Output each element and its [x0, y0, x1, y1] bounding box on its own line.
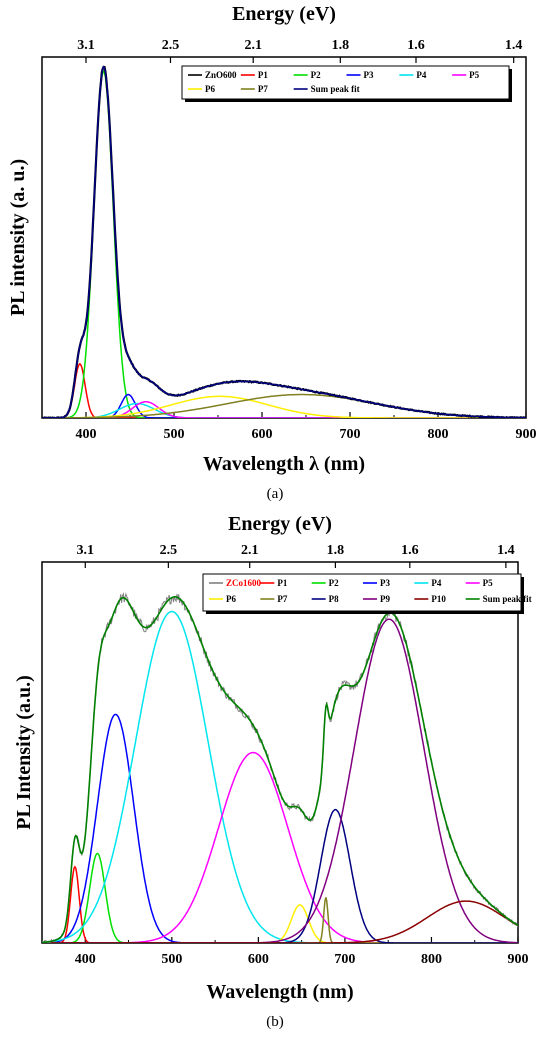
series-line-p1 — [42, 362, 526, 418]
legend: ZnO600 P1 P2 P3 P4 P5 P6 P7 Sum peak fit — [181, 65, 512, 102]
legend-label: P3 — [364, 70, 374, 80]
series-line-p6 — [42, 904, 518, 943]
x2-axis-title: Energy (eV) — [232, 3, 336, 25]
legend-label: P1 — [258, 70, 268, 80]
legend-label: P9 — [380, 594, 390, 604]
x-tick-label: 900 — [516, 427, 537, 442]
x-tick-label: 400 — [76, 427, 97, 442]
x2-tick-label: 1.8 — [327, 543, 345, 558]
x2-tick-label: 2.5 — [162, 38, 180, 53]
x-tick-label: 900 — [508, 952, 529, 967]
series-line-data — [42, 592, 518, 943]
x-tick-label: 800 — [421, 952, 442, 967]
series-line-p2 — [42, 852, 518, 943]
x2-tick-label: 2.5 — [160, 543, 178, 558]
legend-label: ZCo1600 — [226, 578, 262, 588]
plot-area — [42, 592, 518, 943]
x-tick-label: 600 — [248, 952, 269, 967]
x-axis-title: Wavelength λ (nm) — [203, 453, 365, 475]
figure-caption: (a) — [267, 486, 284, 502]
x-tick-label: 700 — [340, 427, 361, 442]
legend-box — [202, 573, 522, 612]
series-line-p3 — [42, 393, 526, 418]
legend-label: P10 — [431, 594, 446, 604]
x-tick-label: 800 — [428, 427, 449, 442]
x-tick-label: 400 — [75, 952, 96, 967]
x2-tick-label: 3.1 — [77, 543, 95, 558]
x2-tick-label: 3.1 — [77, 38, 95, 53]
plot-area — [42, 65, 526, 418]
series-line-p5 — [42, 751, 518, 943]
series-line-p2 — [42, 69, 526, 418]
legend-label: P7 — [258, 84, 268, 94]
legend-label: Sum peak fit — [483, 594, 532, 604]
series-line-p9 — [42, 618, 518, 943]
legend-label: P3 — [380, 578, 390, 588]
legend-label: P2 — [329, 578, 339, 588]
y-axis-title: PL intensity (a. u.) — [7, 159, 29, 316]
legend-label: P7 — [277, 594, 287, 604]
x2-tick-label: 1.4 — [505, 38, 523, 53]
x-tick-label: 600 — [252, 427, 273, 442]
legend-label: Sum peak fit — [311, 84, 360, 94]
series-line-p4 — [42, 402, 526, 418]
legend-label: P8 — [329, 594, 339, 604]
x-tick-label: 500 — [161, 952, 182, 967]
series-line-p3 — [42, 713, 518, 943]
x-axis-title: Wavelength (nm) — [206, 981, 353, 1003]
y-axis-title: PL Intensity (a.u.) — [13, 675, 35, 829]
series-line-data — [42, 65, 526, 418]
x2-tick-label: 2.1 — [241, 543, 259, 558]
x2-tick-label: 1.4 — [497, 543, 515, 558]
legend-label: P1 — [277, 578, 287, 588]
legend: ZCo1600 P1 P2 P3 P4 P5 P6 P7 P8 P9 P10 Sum peak fit — [202, 573, 532, 614]
chart-panel-a: 400 500 600 700 800 900 3.1 2.5 2.1 1.8 1.6 1.4 Ener… — [7, 3, 537, 502]
legend-label: P4 — [416, 70, 426, 80]
x2-axis-title: Energy (eV) — [228, 513, 332, 535]
series-line-p4 — [42, 610, 518, 943]
legend-label: ZnO600 — [205, 70, 237, 80]
legend-label: P5 — [469, 70, 479, 80]
x-tick-label: 500 — [164, 427, 185, 442]
series-line-sum-fit — [42, 65, 526, 418]
legend-label: P4 — [431, 578, 441, 588]
series-line-p10 — [42, 900, 518, 943]
series-line-p6 — [42, 395, 526, 418]
figure-caption: (b) — [266, 1014, 284, 1030]
plot-frame — [41, 561, 519, 944]
legend-label: P6 — [226, 594, 236, 604]
legend-label: P6 — [205, 84, 215, 94]
legend-box — [181, 65, 510, 100]
x2-tick-label: 2.1 — [244, 38, 262, 53]
series-line-p7 — [42, 897, 518, 943]
x-tick-label: 700 — [334, 952, 355, 967]
x2-tick-label: 1.6 — [407, 38, 425, 53]
x2-tick-label: 1.8 — [332, 38, 350, 53]
legend-label: P2 — [311, 70, 321, 80]
x2-tick-label: 1.6 — [401, 543, 419, 558]
series-line-sum-fit — [42, 596, 518, 943]
legend-label: P5 — [483, 578, 493, 588]
chart-panel-b: 400 500 600 700 800 900 3.1 2.5 2.1 1.8 1.6 1.4 Ener… — [13, 513, 532, 1030]
